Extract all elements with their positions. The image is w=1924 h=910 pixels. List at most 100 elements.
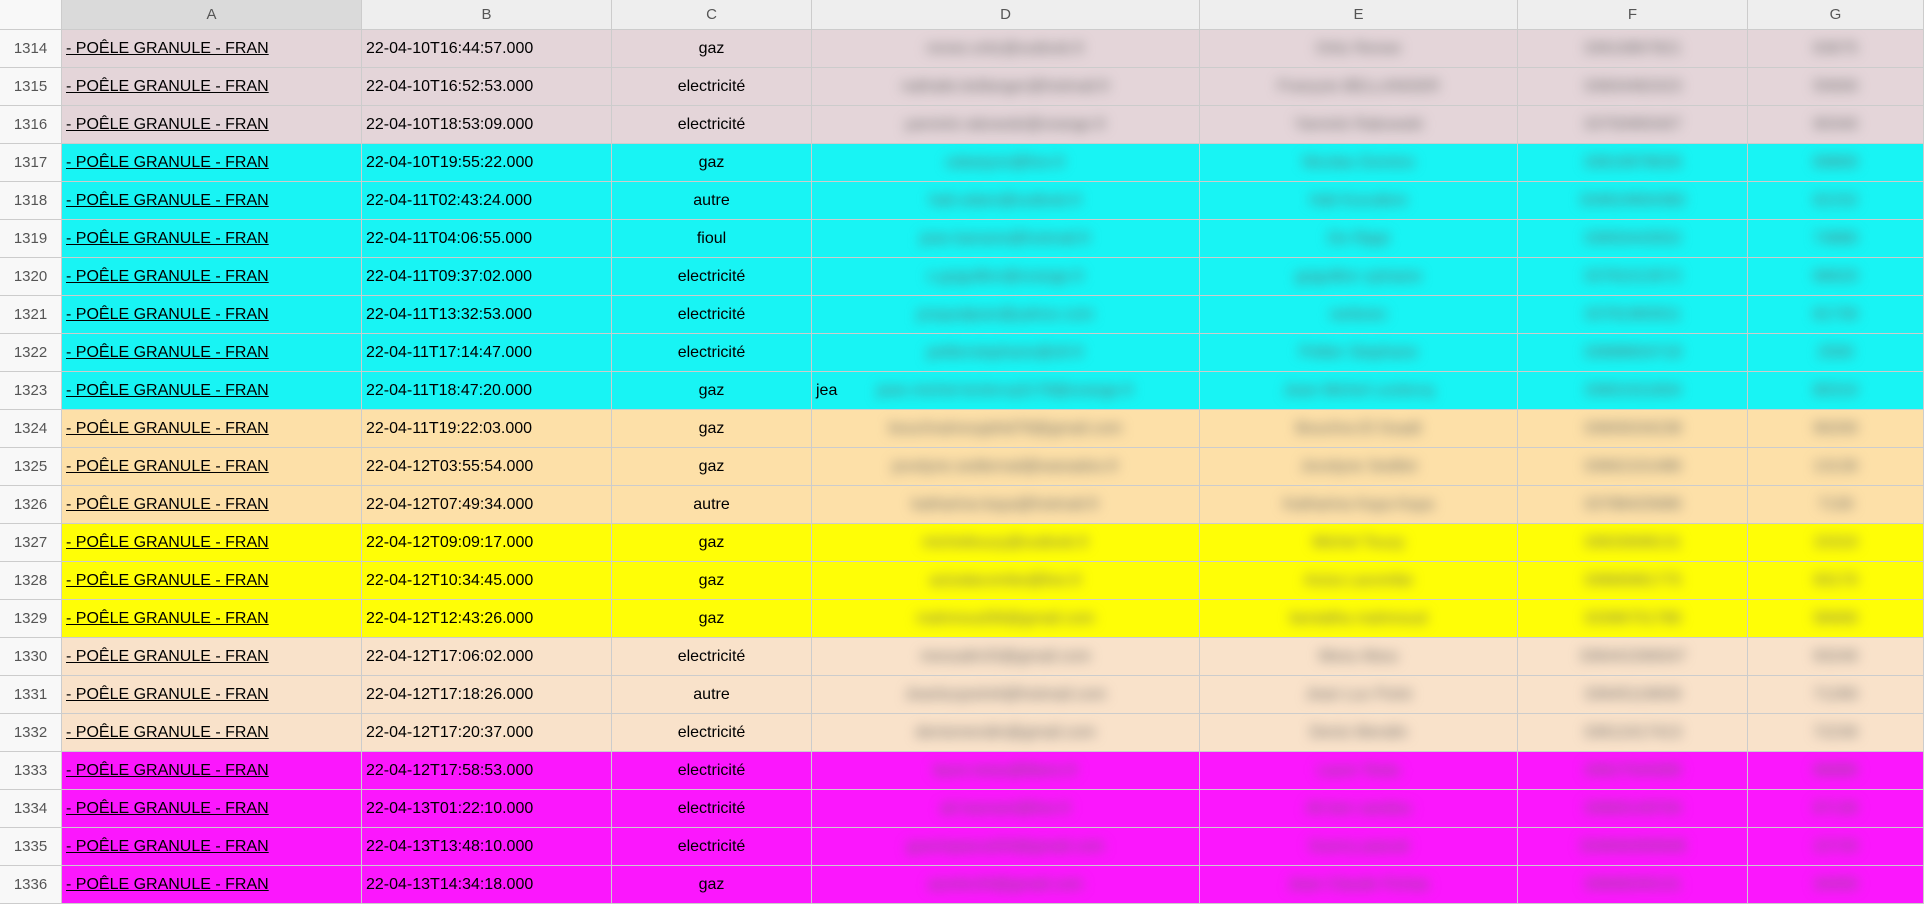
cell-f[interactable]: 33601911604 [1518, 372, 1748, 410]
row-header[interactable]: 1333 [0, 752, 62, 790]
cell-b[interactable]: 22-04-12T17:06:02.000 [362, 638, 612, 676]
cell-b[interactable]: 22-04-11T09:37:02.000 [362, 258, 612, 296]
cell-g[interactable]: 69800 [1748, 144, 1924, 182]
row-header[interactable]: 1315 [0, 68, 62, 106]
cell-f[interactable]: 33627544300 [1518, 752, 1748, 790]
cell-c[interactable]: electricité [612, 638, 812, 676]
cell-e[interactable]: Michel Touzy [1200, 524, 1518, 562]
cell-d[interactable]: azerko34@gmail.com [812, 866, 1200, 904]
cell-f[interactable]: 33396751780 [1518, 600, 1748, 638]
cell-b[interactable]: 22-04-12T12:43:26.000 [362, 600, 612, 638]
cell-c[interactable]: electricité [612, 828, 812, 866]
cell-a[interactable]: - POÊLE GRANULE - FRAN [62, 334, 362, 372]
row-header[interactable]: 1327 [0, 524, 62, 562]
product-link[interactable]: - POÊLE GRANULE - FRAN [66, 230, 269, 248]
cell-d[interactable]: jocelyne.sedterrad@wanadoo.fr [812, 448, 1200, 486]
cell-g[interactable]: 93240 [1748, 638, 1924, 676]
cell-a[interactable]: - POÊLE GRANULE - FRAN [62, 828, 362, 866]
cell-g[interactable]: 93170 [1748, 562, 1924, 600]
row-header[interactable]: 1316 [0, 106, 62, 144]
row-header[interactable]: 1329 [0, 600, 62, 638]
cell-b[interactable]: 22-04-10T16:44:57.000 [362, 30, 612, 68]
cell-b[interactable]: 22-04-10T16:52:53.000 [362, 68, 612, 106]
cell-a[interactable]: - POÊLE GRANULE - FRAN [62, 676, 362, 714]
cell-b[interactable]: 22-04-13T14:34:18.000 [362, 866, 612, 904]
product-link[interactable]: - POÊLE GRANULE - FRAN [66, 192, 269, 210]
cell-c[interactable]: electricité [612, 106, 812, 144]
cell-g[interactable]: 7130 [1748, 486, 1924, 524]
product-link[interactable]: - POÊLE GRANULE - FRAN [66, 648, 269, 666]
cell-d[interactable]: yannick.rakowski@orange.fr [812, 106, 1200, 144]
cell-c[interactable]: gaz [612, 448, 812, 486]
row-header[interactable]: 1328 [0, 562, 62, 600]
cell-d[interactable]: denismendin@gmail.com [812, 714, 1200, 752]
cell-f[interactable]: 33750965407 [1518, 106, 1748, 144]
cell-c[interactable]: electricité [612, 334, 812, 372]
cell-c[interactable]: gaz [612, 562, 812, 600]
cell-b[interactable]: 22-04-11T19:22:03.000 [362, 410, 612, 448]
cell-f[interactable]: 33605034238 [1518, 410, 1748, 448]
cell-e[interactable]: Katharina Kaya Kaya [1200, 486, 1518, 524]
cell-e[interactable]: Jean Michel Leclercq [1200, 372, 1518, 410]
row-header[interactable]: 1321 [0, 296, 62, 334]
cell-f[interactable]: 33660081775 [1518, 562, 1748, 600]
cell-c[interactable]: autre [612, 182, 812, 220]
cell-f[interactable]: 33608200131 [1518, 866, 1748, 904]
cell-d[interactable]: peltierstephane@sfr.fr [812, 334, 1200, 372]
cell-b[interactable]: 22-04-12T17:58:53.000 [362, 752, 612, 790]
cell-b[interactable]: 22-04-13T13:48:10.000 [362, 828, 612, 866]
cell-c[interactable]: electricité [612, 258, 812, 296]
cell-g[interactable]: 34450 [1748, 866, 1924, 904]
product-link[interactable]: - POÊLE GRANULE - FRAN [66, 762, 269, 780]
cell-f[interactable]: 336441590047 [1518, 638, 1748, 676]
cell-g[interactable]: 90200 [1748, 410, 1924, 448]
cell-f[interactable]: 334624604382 [1518, 182, 1748, 220]
cell-a[interactable]: - POÊLE GRANULE - FRAN [62, 296, 362, 334]
cell-f[interactable]: 33633008131 [1518, 524, 1748, 562]
product-link[interactable]: - POÊLE GRANULE - FRAN [66, 154, 269, 172]
cell-d[interactable]: hali.odare@outlook.fr [812, 182, 1200, 220]
cell-e[interactable]: Jean Claude Fichas [1200, 866, 1518, 904]
cell-c[interactable]: autre [612, 676, 812, 714]
column-header-E[interactable]: E [1200, 0, 1518, 30]
cell-g[interactable]: 58400 [1748, 600, 1924, 638]
product-link[interactable]: - POÊLE GRANULE - FRAN [66, 40, 269, 58]
row-header[interactable]: 1320 [0, 258, 62, 296]
cell-c[interactable]: electricité [612, 752, 812, 790]
cell-g[interactable]: 72230 [1748, 714, 1924, 752]
cell-c[interactable]: gaz [612, 372, 812, 410]
cell-a[interactable]: - POÊLE GRANULE - FRAN [62, 372, 362, 410]
cell-c[interactable]: electricité [612, 714, 812, 752]
product-link[interactable]: - POÊLE GRANULE - FRAN [66, 686, 269, 704]
cell-a[interactable]: - POÊLE GRANULE - FRAN [62, 562, 362, 600]
cell-g[interactable]: 87130 [1748, 790, 1924, 828]
cell-b[interactable]: 22-04-11T13:32:53.000 [362, 296, 612, 334]
cell-g[interactable]: 90340 [1748, 106, 1924, 144]
cell-b[interactable]: 22-04-12T07:49:34.000 [362, 486, 612, 524]
cell-e[interactable]: Bouchra El Ouadi [1200, 410, 1518, 448]
row-header[interactable]: 1324 [0, 410, 62, 448]
cell-d[interactable]: messalin33@gmail.com [812, 638, 1200, 676]
product-link[interactable]: - POÊLE GRANULE - FRAN [66, 344, 269, 362]
row-header[interactable]: 1322 [0, 334, 62, 372]
cell-f[interactable]: 33619978026 [1518, 144, 1748, 182]
cell-d[interactable]: laure.testu@libero.fr [812, 752, 1200, 790]
row-header[interactable]: 1335 [0, 828, 62, 866]
cell-c[interactable]: fioul [612, 220, 812, 258]
cell-a[interactable]: - POÊLE GRANULE - FRAN [62, 182, 362, 220]
product-link[interactable]: - POÊLE GRANULE - FRAN [66, 610, 269, 628]
product-link[interactable]: - POÊLE GRANULE - FRAN [66, 382, 269, 400]
cell-d[interactable]: josquetjean@yahoo.com [812, 296, 1200, 334]
cell-a[interactable]: - POÊLE GRANULE - FRAN [62, 866, 362, 904]
cell-c[interactable]: gaz [612, 144, 812, 182]
cell-e[interactable]: Nicolas Domino [1200, 144, 1518, 182]
cell-b[interactable]: 22-04-12T09:09:17.000 [362, 524, 612, 562]
cell-e[interactable]: Aziza Lacombe [1200, 562, 1518, 600]
cell-b[interactable]: 22-04-11T04:06:55.000 [362, 220, 612, 258]
cell-g[interactable]: 13130 [1748, 448, 1924, 486]
cell-f[interactable]: 334840450646 [1518, 828, 1748, 866]
row-header[interactable]: 1331 [0, 676, 62, 714]
cell-a[interactable]: - POÊLE GRANULE - FRAN [62, 68, 362, 106]
cell-d[interactable]: azizalacombe@live.fr [812, 562, 1200, 600]
cell-e[interactable]: François BELLANGER [1200, 68, 1518, 106]
